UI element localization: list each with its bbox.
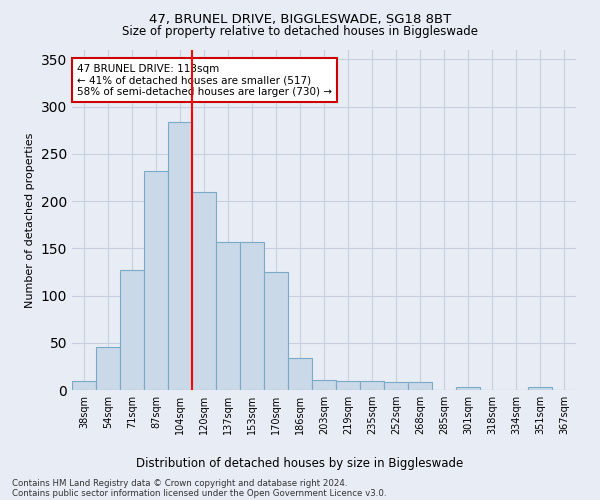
Bar [264, 272, 288, 390]
Bar [360, 380, 384, 390]
Bar [456, 387, 480, 390]
Bar [312, 380, 336, 390]
Bar [120, 270, 144, 390]
Bar [384, 382, 408, 390]
Y-axis label: Number of detached properties: Number of detached properties [25, 132, 35, 308]
Text: Distribution of detached houses by size in Biggleswade: Distribution of detached houses by size … [136, 458, 464, 470]
Bar [288, 358, 312, 390]
Text: 47, BRUNEL DRIVE, BIGGLESWADE, SG18 8BT: 47, BRUNEL DRIVE, BIGGLESWADE, SG18 8BT [149, 12, 451, 26]
Bar [336, 380, 360, 390]
Bar [168, 122, 192, 390]
Bar [144, 171, 168, 390]
Bar [240, 242, 264, 390]
Text: Contains HM Land Registry data © Crown copyright and database right 2024.: Contains HM Land Registry data © Crown c… [12, 478, 347, 488]
Bar [72, 380, 96, 390]
Bar [528, 387, 552, 390]
Bar [408, 382, 432, 390]
Bar [216, 242, 240, 390]
Bar [96, 346, 120, 390]
Text: Contains public sector information licensed under the Open Government Licence v3: Contains public sector information licen… [12, 488, 386, 498]
Text: 47 BRUNEL DRIVE: 113sqm
← 41% of detached houses are smaller (517)
58% of semi-d: 47 BRUNEL DRIVE: 113sqm ← 41% of detache… [77, 64, 332, 97]
Text: Size of property relative to detached houses in Biggleswade: Size of property relative to detached ho… [122, 25, 478, 38]
Bar [192, 192, 216, 390]
